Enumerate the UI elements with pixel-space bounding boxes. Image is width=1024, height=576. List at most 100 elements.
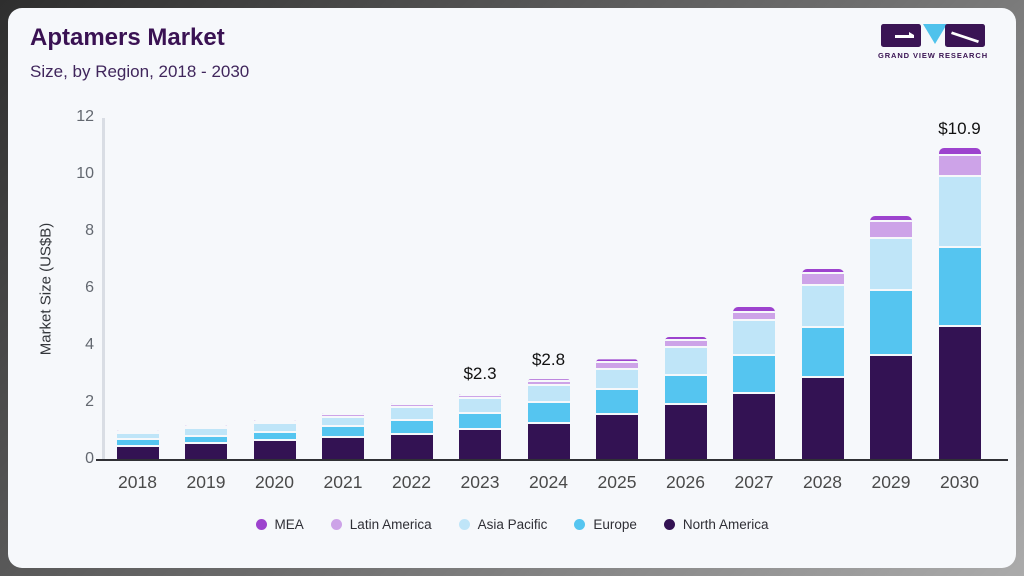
gvr-logo-text: GRAND VIEW RESEARCH <box>877 51 989 60</box>
segment-north-america <box>390 434 433 459</box>
segment-latin-america <box>322 415 364 418</box>
x-tick-label: 2021 <box>323 472 363 492</box>
bar-2025 <box>596 359 638 459</box>
segment-latin-america <box>596 362 638 370</box>
segment-mea <box>733 307 775 313</box>
bar-2029 <box>870 215 912 459</box>
y-tick-label: 2 <box>85 393 94 410</box>
segment-north-america <box>116 447 159 459</box>
segment-north-america <box>870 355 912 459</box>
segment-mea <box>253 419 296 422</box>
x-axis-line <box>96 459 1008 461</box>
segment-asia-pacific <box>664 347 707 376</box>
legend-item-europe: Europe <box>574 517 637 532</box>
segment-latin-america <box>870 221 912 239</box>
bar-2023 <box>459 393 501 459</box>
total-label-2024: $2.8 <box>531 350 566 370</box>
segment-mea <box>390 403 433 406</box>
segment-north-america <box>938 327 981 459</box>
legend-item-north-america: North America <box>663 517 769 532</box>
gvr-logo: GRAND VIEW RESEARCH <box>878 24 988 60</box>
segment-mea <box>870 215 912 222</box>
segment-latin-america <box>459 395 501 400</box>
bar-2026 <box>664 337 707 459</box>
x-tick-label: 2026 <box>666 472 705 492</box>
legend-dot <box>458 519 470 530</box>
segment-mea <box>664 337 707 342</box>
y-tick-label: 6 <box>85 279 94 296</box>
bar-2027 <box>733 307 775 459</box>
bar-2028 <box>801 268 844 459</box>
segment-asia-pacific <box>322 417 364 428</box>
x-tick-label: 2024 <box>529 472 568 492</box>
segment-europe <box>938 248 981 328</box>
total-label-2023: $2.3 <box>463 364 497 384</box>
segment-north-america <box>459 429 501 459</box>
segment-north-america <box>253 441 296 459</box>
legend: MEA Latin America Asia Pacific Europe North … <box>8 517 1016 532</box>
segment-mea <box>322 413 364 416</box>
legend-label: Latin America <box>349 517 432 532</box>
segment-latin-america <box>527 382 570 387</box>
segment-mea <box>116 429 159 432</box>
segment-asia-pacific <box>185 429 227 437</box>
segment-north-america <box>733 394 775 459</box>
legend-label: North America <box>682 517 769 532</box>
segment-mea <box>527 379 570 383</box>
legend-dot <box>574 519 586 530</box>
segment-europe <box>733 355 775 395</box>
segment-europe <box>459 413 501 430</box>
segment-europe <box>253 432 296 442</box>
segment-asia-pacific <box>527 386 570 404</box>
gvr-logo-mark <box>881 24 985 47</box>
segment-latin-america <box>733 312 775 321</box>
x-tick-label: 2018 <box>118 472 157 492</box>
segment-latin-america <box>116 431 159 434</box>
legend-label: Asia Pacific <box>477 517 548 532</box>
page-title: Aptamers Market <box>30 24 225 51</box>
bar-2021 <box>322 413 364 459</box>
segment-north-america <box>185 444 227 459</box>
segment-europe <box>527 403 570 424</box>
segment-north-america <box>664 405 707 459</box>
x-tick-label: 2023 <box>460 472 500 492</box>
segment-latin-america <box>801 274 844 287</box>
x-tick-label: 2025 <box>597 472 637 492</box>
segment-asia-pacific <box>116 433 159 441</box>
segment-mea <box>596 359 638 363</box>
segment-north-america <box>801 378 844 459</box>
segment-north-america <box>322 437 364 459</box>
legend-dot <box>255 519 267 530</box>
legend-item-mea: MEA <box>255 517 304 532</box>
x-tick-label: 2020 <box>255 472 294 492</box>
page-subtitle: Size, by Region, 2018 - 2030 <box>30 62 250 81</box>
x-tick-label: 2028 <box>803 472 842 492</box>
segment-asia-pacific <box>870 238 912 292</box>
x-tick-label: 2019 <box>186 472 226 492</box>
segment-mea <box>459 393 501 396</box>
y-axis-line <box>102 118 105 459</box>
legend-label: MEA <box>274 517 304 532</box>
legend-dot <box>663 519 675 530</box>
segment-asia-pacific <box>459 399 501 414</box>
segment-asia-pacific <box>596 369 638 391</box>
segment-europe <box>185 436 227 445</box>
segment-europe <box>390 421 433 435</box>
segment-europe <box>596 390 638 416</box>
segment-europe <box>322 427 364 438</box>
y-tick-label: 8 <box>85 222 94 239</box>
bar-2024 <box>527 379 570 459</box>
legend-label: Europe <box>593 517 637 532</box>
segment-mea <box>801 268 844 275</box>
segment-latin-america <box>253 421 296 425</box>
x-tick-label: 2022 <box>392 472 431 492</box>
segment-asia-pacific <box>253 424 296 433</box>
segment-north-america <box>527 423 570 459</box>
segment-asia-pacific <box>938 176 981 249</box>
segment-latin-america <box>938 156 981 177</box>
y-tick-label: 10 <box>76 165 94 182</box>
x-tick-label: 2027 <box>734 472 774 492</box>
y-tick-label: 0 <box>85 450 94 467</box>
bar-2030 <box>938 148 981 459</box>
x-tick-label: 2029 <box>871 472 911 492</box>
